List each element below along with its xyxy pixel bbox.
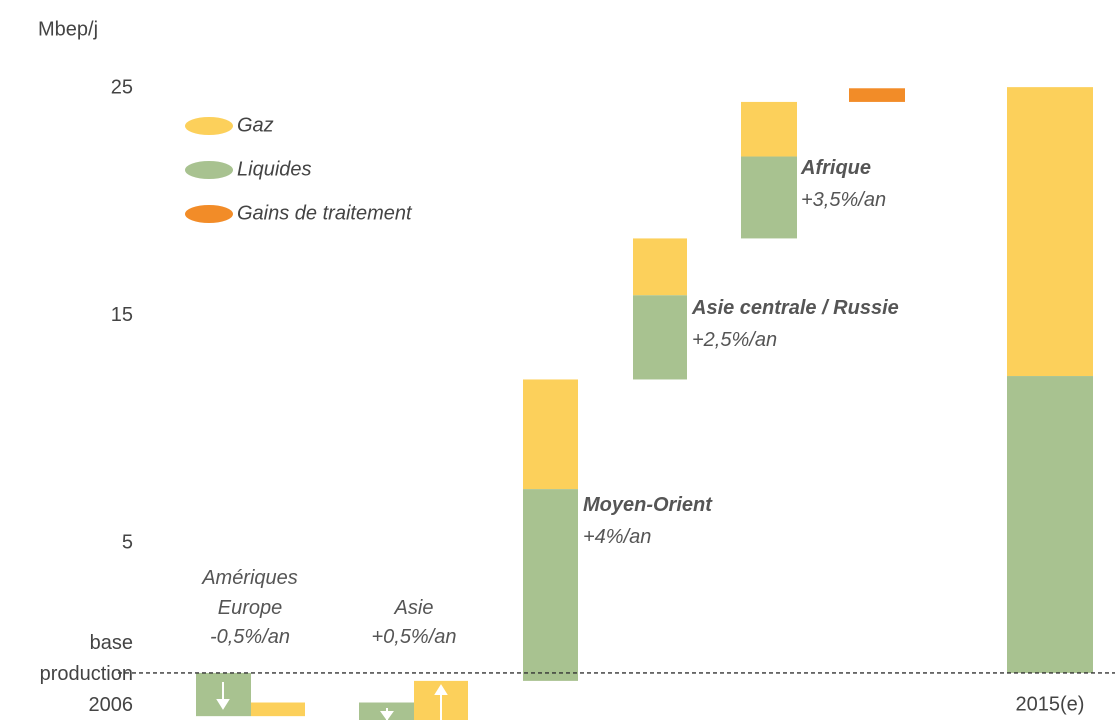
bar xyxy=(849,88,905,102)
category-label: Moyen-Orient xyxy=(583,494,712,516)
legend-label: Liquides xyxy=(237,158,312,180)
y-tick-label: 15 xyxy=(111,304,133,326)
x-tick-label: 2015(e) xyxy=(1016,693,1085,715)
legend-swatch xyxy=(185,117,233,135)
growth-label: -0,5%/an xyxy=(209,626,291,648)
y-axis-label: Mbep/j xyxy=(38,18,98,40)
category-label: Asie centrale / Russie xyxy=(692,297,899,319)
growth-label: +0,5%/an xyxy=(371,626,457,648)
bar xyxy=(1007,376,1093,673)
y-tick-label: 25 xyxy=(111,77,133,99)
growth-label: +4%/an xyxy=(583,526,652,548)
category-label: Amériques Europe xyxy=(202,567,298,619)
growth-label: +3,5%/an xyxy=(801,189,887,211)
bar xyxy=(1007,87,1093,377)
growth-label: +2,5%/an xyxy=(692,329,778,351)
legend-swatch xyxy=(185,205,233,223)
arrows xyxy=(216,682,448,720)
bar xyxy=(741,156,797,239)
bar xyxy=(633,238,687,296)
legend-label: Gains de traitement xyxy=(237,202,413,224)
legend-label: Gaz xyxy=(237,114,274,136)
bar xyxy=(523,379,578,490)
bar xyxy=(251,702,305,717)
bar xyxy=(741,101,797,157)
legend-swatch xyxy=(185,161,233,179)
category-label: Afrique xyxy=(801,157,871,179)
bar xyxy=(523,489,578,681)
bar xyxy=(633,295,687,380)
y-tick-label: base production 2006 xyxy=(39,631,133,716)
category-label: Asie xyxy=(394,597,434,619)
y-tick-label: 5 xyxy=(122,532,133,554)
